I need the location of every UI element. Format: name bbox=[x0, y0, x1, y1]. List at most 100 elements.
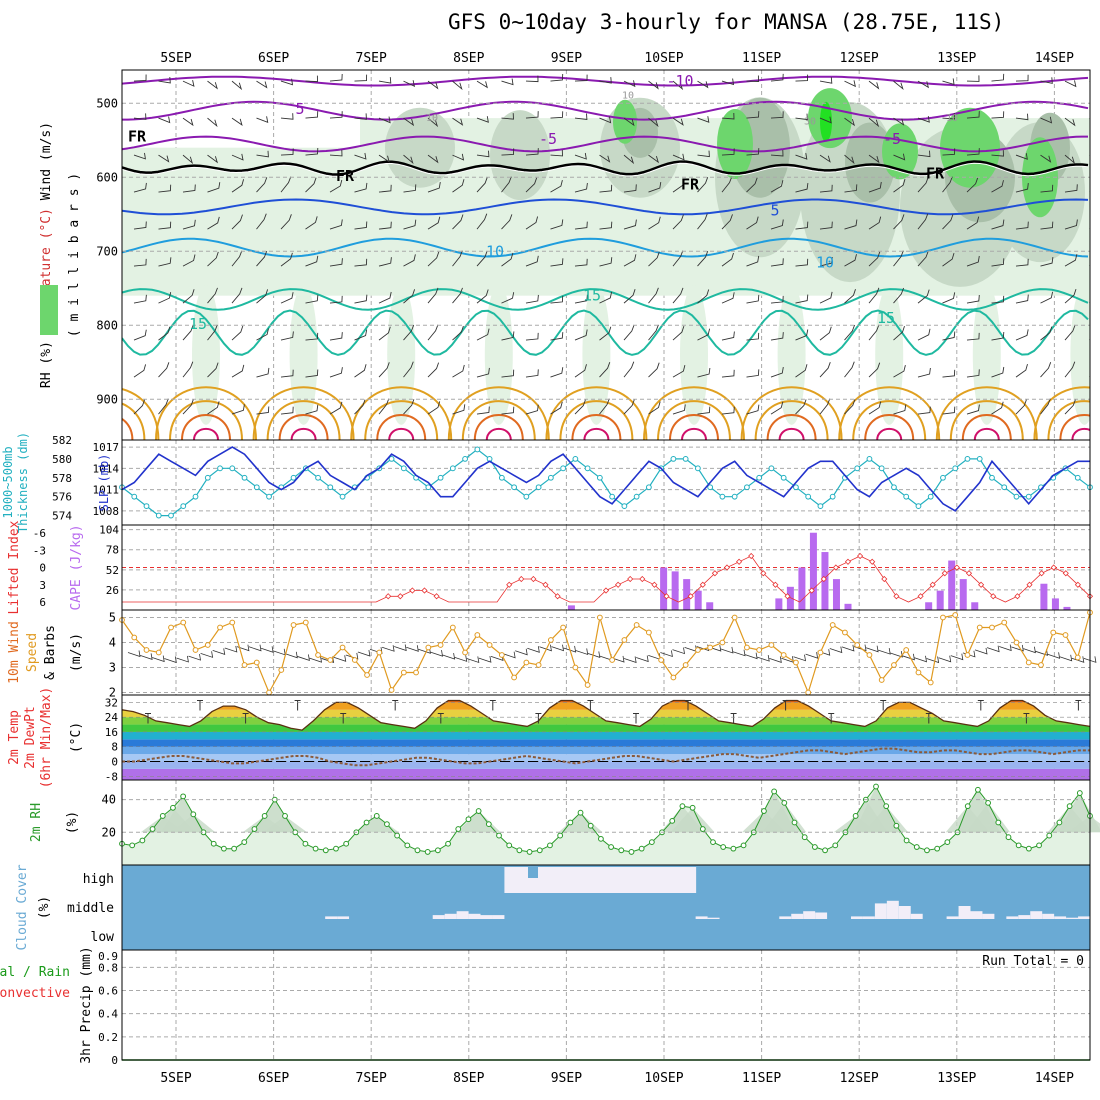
rh2m-line-point bbox=[771, 788, 778, 795]
wind-barb bbox=[280, 78, 294, 86]
wind-barb bbox=[133, 182, 147, 193]
rh2m-line-point bbox=[598, 835, 604, 842]
wind-barb bbox=[133, 329, 147, 341]
wind-barb bbox=[231, 214, 243, 230]
wind-barb bbox=[231, 287, 243, 304]
surface-wind-barb bbox=[285, 651, 298, 659]
rh2m-line-point bbox=[791, 819, 798, 826]
wind-barb bbox=[917, 116, 930, 123]
date-label-bottom: 6SEP bbox=[258, 1071, 289, 1086]
wind-speed-line-point bbox=[315, 652, 321, 658]
surface-wind-barb bbox=[551, 644, 565, 652]
wind-speed-line-point bbox=[547, 637, 554, 643]
surface-wind-barb bbox=[902, 653, 915, 661]
li-point bbox=[627, 575, 634, 583]
wind-barb bbox=[525, 255, 539, 267]
rh2m-line-point bbox=[1046, 832, 1053, 839]
rh2m-line-point bbox=[373, 813, 380, 819]
li-point bbox=[917, 593, 924, 600]
surface-wind-barb bbox=[974, 647, 988, 655]
surface-wind-barb bbox=[478, 656, 492, 663]
wind-barb bbox=[991, 180, 1004, 193]
wind-barb bbox=[770, 111, 784, 119]
wind-barb bbox=[1015, 74, 1029, 82]
wind-speed-line-point bbox=[523, 659, 530, 666]
wind-speed-line-point bbox=[964, 652, 971, 658]
isotherm-arch bbox=[181, 414, 231, 440]
rh2m-line-point bbox=[924, 847, 930, 854]
wind-barb bbox=[550, 111, 564, 119]
wind-tick-label: 5 bbox=[109, 611, 116, 625]
wind-barb bbox=[305, 294, 319, 304]
wind-barb bbox=[329, 367, 343, 378]
rh2m-line-point bbox=[129, 842, 136, 849]
wind-barb bbox=[574, 152, 587, 160]
rh2m-line-point bbox=[302, 840, 309, 847]
temp-mask bbox=[122, 695, 1090, 731]
wind-barb bbox=[403, 399, 415, 415]
isotherm-arch bbox=[252, 386, 355, 440]
cloud-clear-mid bbox=[886, 900, 899, 919]
wind-frame bbox=[121, 609, 1091, 696]
wind-barb bbox=[158, 116, 171, 124]
date-label-top: 8SEP bbox=[453, 51, 484, 66]
wind-barb bbox=[1064, 324, 1076, 341]
wind-speed-line-point bbox=[707, 644, 714, 651]
wind-barb bbox=[256, 80, 268, 89]
surface-wind-barb bbox=[938, 655, 952, 663]
wind-speed-line-point bbox=[891, 662, 897, 668]
thickness-line-point bbox=[437, 474, 444, 481]
date-label-top: 9SEP bbox=[551, 51, 582, 66]
wind-barb bbox=[795, 258, 809, 267]
wind-barb bbox=[207, 401, 220, 415]
wind-barb bbox=[329, 401, 343, 415]
slp-tick-label: 1017 bbox=[93, 441, 120, 454]
wind-barb bbox=[133, 258, 147, 267]
surface-wind-barb bbox=[515, 648, 528, 656]
wind-barb bbox=[1089, 338, 1090, 341]
wind-barb bbox=[672, 404, 686, 415]
date-axis: 5SEP 5SEP 6SEP 6SEP 7SEP 7SEP 8SEP 8SEP 9SEP 9SEP… bbox=[160, 51, 1074, 1086]
rh2m-line-point bbox=[312, 845, 319, 852]
wind-barb bbox=[452, 325, 464, 341]
wind-barb bbox=[574, 74, 588, 82]
cloud-clear-mid bbox=[480, 915, 493, 919]
wind-barb bbox=[501, 148, 515, 156]
wind-barb bbox=[476, 289, 489, 304]
wind-barb bbox=[525, 75, 539, 83]
thickness-line-point bbox=[584, 465, 591, 472]
wind-barb bbox=[770, 258, 784, 267]
rh2m-line-point bbox=[496, 832, 502, 839]
cape-bar bbox=[706, 602, 714, 610]
isotherm-arch bbox=[290, 427, 317, 440]
rh2m-line-point bbox=[210, 840, 217, 847]
wind-speed-line-point bbox=[1038, 662, 1044, 668]
wind-barb bbox=[427, 287, 439, 304]
rh2m-line-point bbox=[852, 813, 859, 819]
rh2m-line-point bbox=[1036, 842, 1042, 849]
wind-barb bbox=[525, 369, 539, 378]
wind-barb bbox=[623, 117, 635, 127]
wind-barb bbox=[452, 287, 463, 304]
wind-barb bbox=[648, 154, 660, 164]
wind-barb bbox=[476, 328, 490, 341]
upper-frame bbox=[121, 69, 1091, 441]
rh2m-line-point bbox=[669, 817, 676, 824]
wind-barb bbox=[231, 80, 243, 91]
surface-wind-barb bbox=[454, 655, 468, 662]
slp-panel: 582 580 578 576 574 1017 1014 1011 1008 1000~500m… bbox=[1, 432, 1093, 533]
thickness-line-point bbox=[866, 455, 873, 462]
isotherm-arch bbox=[1071, 427, 1090, 440]
wind-barb bbox=[1089, 80, 1090, 83]
rh2m-line-point bbox=[526, 849, 533, 855]
wind-speed-line-point bbox=[805, 689, 812, 696]
cloud-clear-high bbox=[635, 867, 649, 893]
surface-wind-barb bbox=[394, 644, 407, 652]
rh2m-line-point bbox=[404, 842, 411, 849]
date-label-top: 12SEP bbox=[840, 51, 879, 66]
wind-speed-line-point bbox=[498, 652, 505, 658]
wind-panel: 5 4 3 2 10m Wind Speed & Barbs (m/s) bbox=[7, 609, 1097, 700]
wind-barb bbox=[819, 77, 833, 84]
surface-wind-barb bbox=[297, 654, 310, 662]
wind-speed-line-point bbox=[278, 667, 285, 673]
